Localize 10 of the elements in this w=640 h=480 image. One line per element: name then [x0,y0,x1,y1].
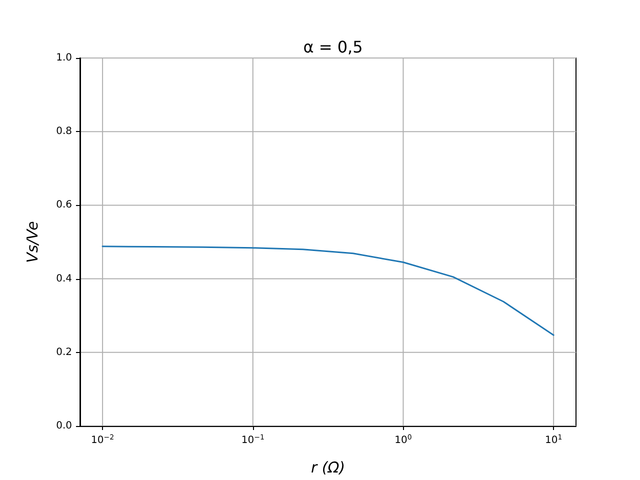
y-tick-label: 0.6 [56,200,72,211]
y-tick-label: 0.0 [56,420,72,432]
chart-title: α = 0,5 [303,38,363,56]
x-axis-title: r (Ω) [310,458,346,476]
y-tick-label: 0.4 [56,273,72,284]
y-tick-label: 0.2 [56,346,72,358]
line-series [102,246,554,336]
y-tick-label: 1.0 [56,52,72,64]
y-axis-title: Vs/Ve [24,221,42,263]
y-tick-label: 0.8 [56,126,72,138]
